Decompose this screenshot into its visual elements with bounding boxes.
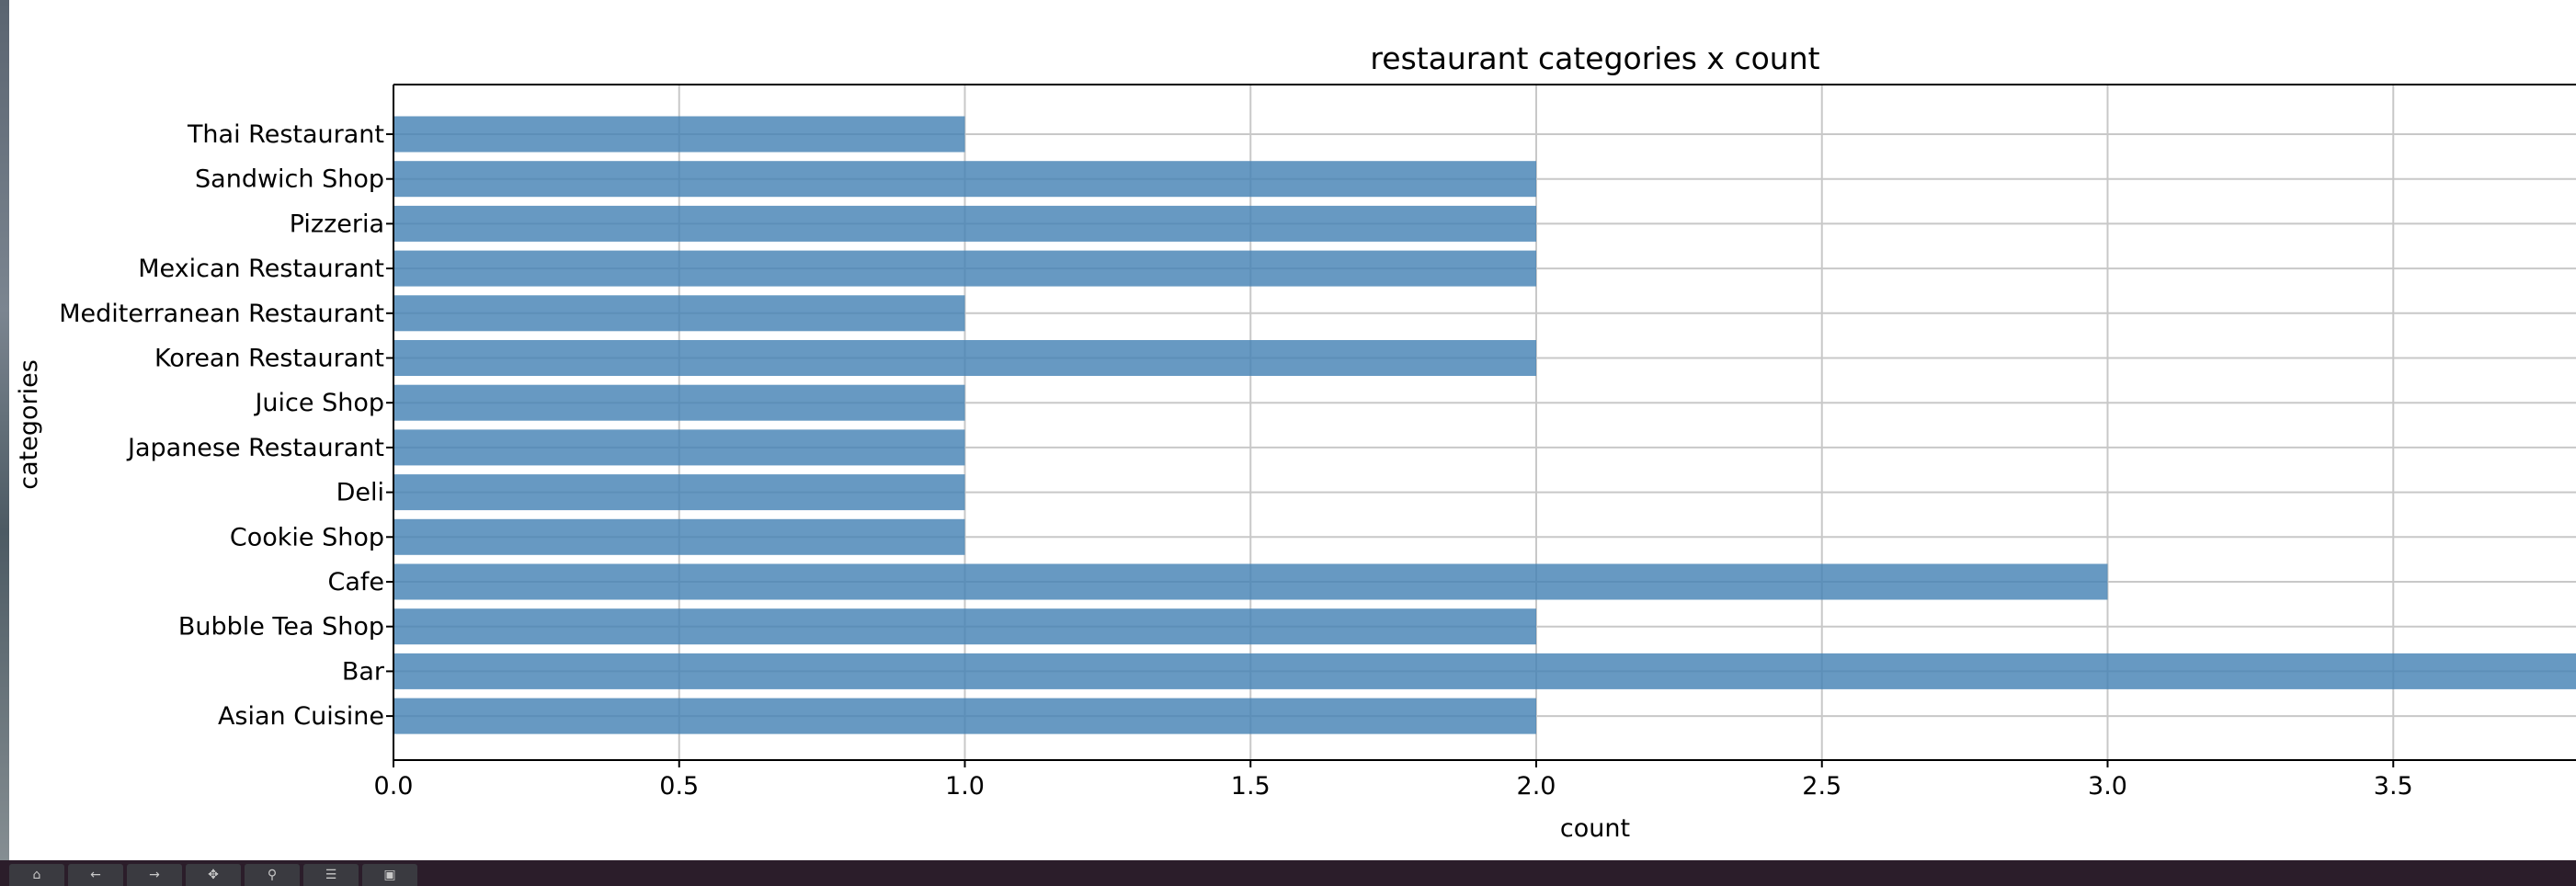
x-tick-label: 1.0 <box>945 772 985 801</box>
x-tick-label: 0.5 <box>659 772 699 801</box>
x-tick-label: 3.0 <box>2088 772 2127 801</box>
zoom-icon[interactable]: ⚲ <box>245 864 300 886</box>
x-tick-label: 3.5 <box>2374 772 2413 801</box>
desktop-background-strip <box>0 0 9 886</box>
x-tick-label: 2.0 <box>1517 772 1556 801</box>
configure-icon[interactable]: ☰ <box>303 864 359 886</box>
figure-canvas: 0.0 0.5 1.0 1.5 2.0 2.5 3.0 3.5 Asian Cuisine Ba… <box>9 0 2576 860</box>
y-tick-label: Asian Cuisine <box>218 702 384 731</box>
home-icon[interactable]: ⌂ <box>9 864 64 886</box>
bars <box>393 116 2576 734</box>
y-tick-label: Juice Shop <box>253 389 384 417</box>
axes <box>393 84 2576 761</box>
y-tick-label: Cafe <box>327 568 384 596</box>
x-tick-label: 0.0 <box>374 772 414 801</box>
bar <box>393 295 965 332</box>
chart-title: restaurant categories x count <box>1370 40 1819 76</box>
bar <box>393 698 1536 734</box>
y-tick-label: Mexican Restaurant <box>138 255 384 283</box>
ticks: 0.0 0.5 1.0 1.5 2.0 2.5 3.0 3.5 Asian Cuisine Ba… <box>59 120 2413 801</box>
y-tick-label: Pizzeria <box>290 210 384 238</box>
bar <box>393 653 2576 689</box>
bar <box>393 340 1536 376</box>
forward-arrow-icon[interactable]: → <box>127 864 182 886</box>
bar <box>393 384 965 421</box>
navigation-toolbar: ⌂ ← → ✥ ⚲ ☰ ▣ <box>0 860 2576 886</box>
y-tick-label: Bar <box>342 657 385 686</box>
y-tick-label: Bubble Tea Shop <box>178 613 384 642</box>
y-axis-label: categories <box>15 359 43 490</box>
save-icon[interactable]: ▣ <box>362 864 417 886</box>
x-tick-label: 2.5 <box>1802 772 1841 801</box>
bar <box>393 474 965 511</box>
y-tick-label: Sandwich Shop <box>195 165 384 194</box>
bar <box>393 518 965 555</box>
y-tick-label: Thai Restaurant <box>187 120 384 149</box>
y-tick-label: Korean Restaurant <box>154 345 384 373</box>
bar <box>393 205 1536 242</box>
bar <box>393 116 965 153</box>
bar <box>393 161 1536 198</box>
bar-chart: 0.0 0.5 1.0 1.5 2.0 2.5 3.0 3.5 Asian Cuisine Ba… <box>15 40 2576 843</box>
bar <box>393 429 965 466</box>
y-tick-label: Deli <box>336 479 384 507</box>
y-tick-label: Mediterranean Restaurant <box>59 300 384 328</box>
pan-icon[interactable]: ✥ <box>186 864 241 886</box>
y-tick-label: Japanese Restaurant <box>126 434 384 462</box>
x-axis-label: count <box>1560 814 1630 843</box>
bar <box>393 250 1536 287</box>
back-arrow-icon[interactable]: ← <box>68 864 123 886</box>
x-tick-label: 1.5 <box>1231 772 1271 801</box>
y-tick-label: Cookie Shop <box>230 523 384 551</box>
bar <box>393 563 2108 600</box>
bar <box>393 608 1536 645</box>
